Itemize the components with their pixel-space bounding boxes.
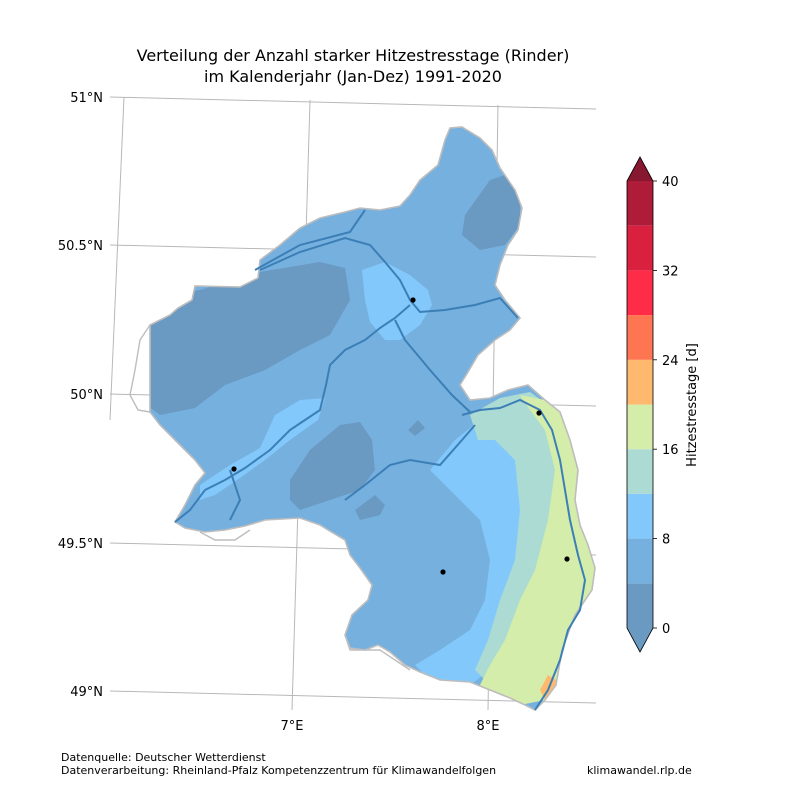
contour-region-0-4-north: [462, 175, 520, 250]
river-nahe: [344, 424, 476, 501]
colorbar-label: Hitzestresstage [d]: [685, 343, 700, 467]
map-title: Verteilung der Anzahl starker Hitzestres…: [0, 45, 706, 87]
colorbar-segment: [627, 583, 653, 628]
city-marker-5: [440, 569, 446, 575]
footer-source: Datenquelle: Deutscher Wetterdienst: [61, 751, 266, 764]
colorbar-segment: [627, 225, 653, 271]
colorbar-tick-label: 0: [662, 622, 670, 637]
lat-label-50: 50°N: [70, 388, 103, 403]
colorbar-extend-high: [627, 157, 653, 181]
colorbar-tick-label: 24: [662, 354, 679, 369]
colorbar-segment: [627, 538, 653, 584]
river-internal: [394, 319, 471, 413]
river-lahn: [259, 236, 519, 319]
colorbar-segment: [627, 181, 653, 226]
colorbar: 0 8 16 24 32 40: [626, 156, 679, 653]
colorbar-tick-label: 16: [662, 443, 679, 458]
contour-region-0-4-small: [355, 495, 385, 520]
lat-label-51: 51°N: [70, 91, 103, 106]
river-moselle: [174, 304, 411, 523]
river-saar: [229, 469, 242, 521]
city-markers: [231, 297, 570, 575]
footer-website: klimawandel.rlp.de: [587, 764, 692, 777]
colorbar-tick-label: 40: [662, 175, 679, 190]
footer-processing: Datenverarbeitung: Rheinland-Pfalz Kompe…: [61, 764, 497, 777]
colorbar-tick-label: 8: [662, 533, 670, 548]
colorbar-extend-low: [627, 628, 653, 652]
lat-label-49-5: 49.5°N: [58, 537, 103, 552]
lon-label-8: 8°E: [477, 719, 500, 734]
colorbar-segment: [627, 449, 653, 494]
footer-credits: Datenquelle: Deutscher Wetterdienst Date…: [61, 751, 496, 777]
longitude-labels: 7°E 8°E: [281, 719, 500, 734]
contour-region-16-20: [480, 395, 595, 705]
colorbar-tick-label: 32: [662, 264, 679, 279]
map-title-line2: im Kalenderjahr (Jan-Dez) 1991-2020: [204, 67, 502, 86]
colorbar-segment: [627, 315, 653, 360]
colorbar-segment: [627, 404, 653, 450]
city-marker-3: [231, 466, 237, 472]
rivers: [174, 209, 587, 711]
colorbar-segment: [627, 359, 653, 405]
city-marker-2: [536, 410, 542, 416]
map-title-line1: Verteilung der Anzahl starker Hitzestres…: [136, 46, 570, 65]
latitude-labels: 51°N 50.5°N 50°N 49.5°N 49°N: [58, 91, 103, 700]
river-rhine: [461, 398, 587, 711]
lat-label-49: 49°N: [70, 685, 103, 700]
state-border: [149, 126, 596, 711]
lon-label-7: 7°E: [281, 719, 304, 734]
contour-region-12-16: [470, 392, 560, 680]
city-marker-1: [410, 297, 416, 303]
contour-region-0-4-central: [290, 422, 375, 510]
contour-region-8-12-north: [362, 262, 432, 340]
city-marker-4: [564, 556, 570, 562]
contour-region-0-4-dot: [408, 420, 425, 436]
country-border: [129, 324, 411, 671]
river-border-north: [254, 209, 366, 271]
colorbar-segment: [627, 270, 653, 316]
heat-stress-field: [150, 127, 595, 710]
colorbar-segment: [627, 493, 653, 539]
lat-label-50-5: 50.5°N: [58, 239, 103, 254]
